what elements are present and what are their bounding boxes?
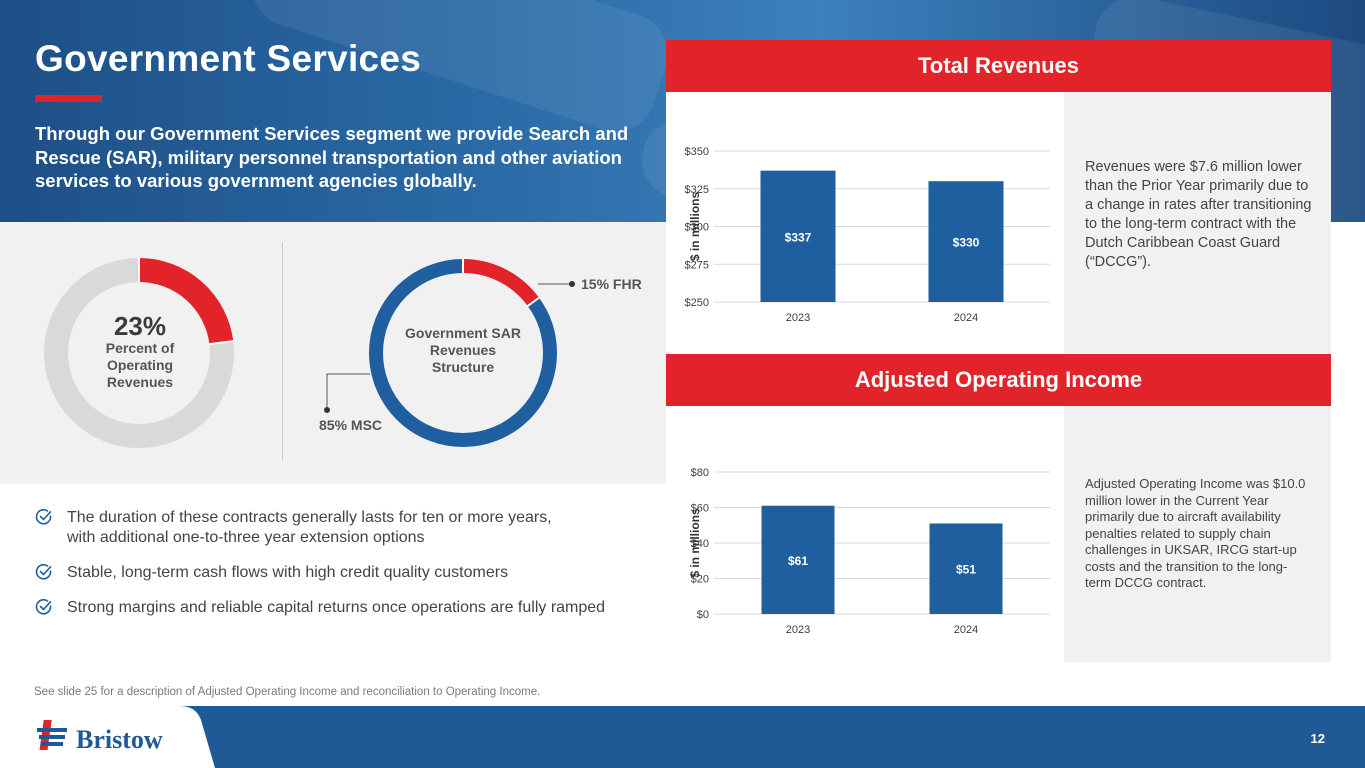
- list-item: Stable, long-term cash flows with high c…: [35, 563, 508, 583]
- list-item: Strong margins and reliable capital retu…: [35, 598, 605, 618]
- y-tick-label: $40: [691, 538, 709, 550]
- y-tick-label: $350: [685, 146, 709, 158]
- revenues-card-header: Total Revenues: [666, 40, 1331, 92]
- msc-leader-dot: [324, 407, 330, 413]
- fhr-leader-dot: [569, 281, 575, 287]
- footnote: See slide 25 for a description of Adjust…: [34, 686, 541, 698]
- bar-2023: [760, 170, 836, 302]
- msc-label: 85% MSC: [319, 417, 383, 433]
- donut-separator: [209, 340, 234, 346]
- y-tick-label: $80: [691, 467, 709, 479]
- x-tick-label: 2023: [786, 624, 810, 636]
- x-tick-label: 2024: [954, 312, 978, 324]
- donut-separator: [527, 296, 540, 307]
- adjusted-income-card: Adjusted Operating Income $0 $20 $40 $60 $80…: [666, 354, 1331, 662]
- donut-leader-lines: [324, 281, 575, 413]
- adjusted-note-panel: Adjusted Operating Income was $10.0 mill…: [1064, 406, 1331, 662]
- bullet-text: The duration of these contracts generall…: [67, 509, 552, 526]
- intro-text: Through our Government Services segment …: [35, 123, 629, 191]
- y-tick-label: $60: [691, 503, 709, 515]
- page-title: Government Services: [35, 38, 422, 79]
- page-number: 12: [1310, 731, 1325, 746]
- bar-data-label: $61: [788, 554, 808, 568]
- x-tick-label: 2024: [954, 624, 978, 636]
- revenues-card: Total Revenues $250 $275 $300 $325 $350 $ in …: [666, 40, 1331, 353]
- y-axis-label: $ in millions: [688, 508, 702, 578]
- share-donut-center: 23% Percent of Operating Revenues: [84, 312, 196, 391]
- revenues-note-panel: Revenues were $7.6 million lower than th…: [1064, 92, 1331, 353]
- y-axis-label: $ in millions: [688, 192, 702, 262]
- structure-donut-center: Government SAR Revenues Structure: [405, 325, 521, 375]
- share-label: Percent of Operating Revenues: [105, 340, 175, 390]
- y-tick-label: $300: [685, 222, 709, 234]
- bar-data-label: $51: [956, 563, 976, 577]
- share-donut-chart: [44, 258, 234, 448]
- title-accent-bar: [35, 95, 102, 102]
- footer-bar: [0, 706, 1365, 768]
- y-tick-label: $250: [685, 297, 709, 309]
- adjusted-income-card-header: Adjusted Operating Income: [666, 354, 1331, 406]
- y-tick-label: $325: [685, 184, 709, 196]
- check-circle-icon: [35, 563, 52, 580]
- check-circle-icon: [35, 508, 52, 525]
- logo-text: Bristow: [76, 725, 163, 754]
- panel-divider: [282, 242, 283, 460]
- adjusted-income-chart-svg: $0 $20 $40 $60 $80 $ in millions $61 2023 $51 202…: [688, 467, 1050, 636]
- bristow-logo-icon: [37, 720, 67, 750]
- bullet-text: with additional one-to-three year extens…: [67, 529, 425, 546]
- y-tick-label: $20: [691, 574, 709, 586]
- x-tick-label: 2023: [786, 312, 810, 324]
- revenues-chart-svg: $250 $275 $300 $325 $350 $ in millions $337 202…: [685, 146, 1050, 324]
- bar-2023: [761, 505, 835, 614]
- bar-data-label: $330: [953, 236, 980, 250]
- adjusted-note: Adjusted Operating Income was $10.0 mill…: [1085, 476, 1306, 590]
- check-circle-icon: [35, 598, 52, 615]
- bar-2024: [929, 523, 1003, 614]
- y-tick-label: $0: [697, 609, 709, 621]
- fhr-label: 15% FHR: [581, 276, 642, 292]
- logo-background: [0, 706, 215, 768]
- bar-data-label: $337: [785, 230, 812, 244]
- bar-2024: [928, 181, 1004, 302]
- share-percent: 23%: [113, 311, 167, 341]
- bullet-text: Stable, long-term cash flows with high c…: [67, 564, 509, 581]
- revenues-note: Revenues were $7.6 million lower than th…: [1085, 159, 1312, 270]
- bullet-text: Strong margins and reliable capital retu…: [67, 599, 606, 616]
- structure-donut-chart: [369, 259, 557, 447]
- list-item: The duration of these contracts generall…: [35, 508, 552, 548]
- msc-leader-line: [326, 373, 370, 410]
- y-tick-label: $275: [685, 259, 709, 271]
